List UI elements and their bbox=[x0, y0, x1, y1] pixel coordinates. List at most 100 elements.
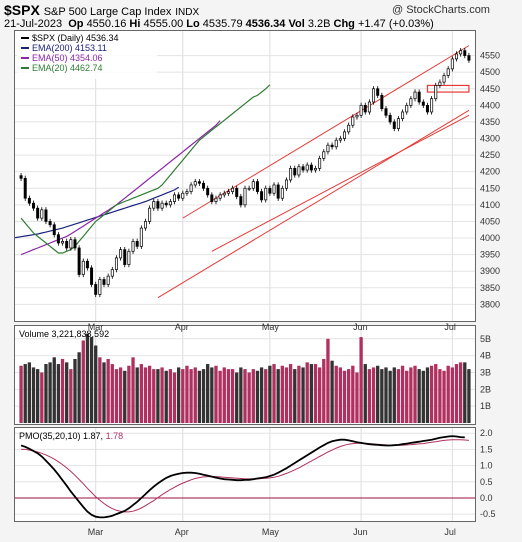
volume-bar bbox=[467, 369, 471, 423]
volume-bar bbox=[102, 362, 106, 423]
candle-body bbox=[251, 181, 255, 189]
vol-value: 3.2B bbox=[307, 18, 331, 30]
volume-bar bbox=[123, 370, 127, 423]
volume-bar bbox=[193, 367, 197, 423]
x-tick-label: Apr bbox=[175, 527, 189, 537]
volume-bar bbox=[268, 365, 272, 423]
pmo-y-tick: 0.5 bbox=[480, 477, 493, 487]
candle-body bbox=[467, 55, 471, 61]
volume-bar bbox=[73, 359, 77, 423]
price-y-tick: 4300 bbox=[480, 134, 500, 144]
volume-bar bbox=[313, 364, 318, 423]
open-value: 4550.16 bbox=[86, 18, 127, 30]
volume-bar bbox=[371, 367, 376, 423]
volume-bar bbox=[94, 345, 98, 423]
candle-body bbox=[94, 284, 98, 295]
candle-body bbox=[359, 104, 363, 116]
candle-body bbox=[131, 240, 135, 252]
candle-body bbox=[48, 221, 52, 226]
candle-body bbox=[305, 164, 309, 171]
volume-bar bbox=[288, 364, 293, 423]
volume-bar bbox=[442, 370, 446, 423]
price-y-tick: 4400 bbox=[480, 100, 500, 110]
candle-body bbox=[268, 187, 272, 194]
candle-body bbox=[434, 85, 438, 100]
candle-body bbox=[202, 182, 206, 189]
candle-body bbox=[164, 202, 168, 206]
candle-body bbox=[81, 260, 85, 275]
volume-bar bbox=[309, 364, 314, 423]
volume-y-tick: 1B bbox=[480, 401, 491, 411]
volume-y-tick: 3B bbox=[480, 367, 491, 377]
legend-label: EMA(20) 4462.74 bbox=[32, 63, 103, 73]
volume-bar bbox=[206, 364, 210, 423]
ema20-line bbox=[20, 84, 271, 254]
volume-title: Volume 3,221,838,592 bbox=[19, 329, 109, 339]
candle-body bbox=[23, 177, 27, 199]
volume-bar bbox=[322, 359, 326, 423]
candle-body bbox=[367, 101, 371, 113]
volume-bar bbox=[272, 364, 276, 423]
volume-bar bbox=[355, 372, 359, 423]
volume-bar bbox=[305, 362, 309, 423]
volume-bar bbox=[48, 362, 52, 423]
candle-body bbox=[148, 207, 152, 222]
volume-bar bbox=[131, 357, 135, 423]
candle-body bbox=[450, 58, 454, 70]
volume-bar bbox=[160, 367, 164, 423]
candle-body bbox=[52, 224, 56, 236]
volume-bar bbox=[384, 367, 388, 423]
volume-bar bbox=[127, 365, 131, 423]
candle-body bbox=[110, 269, 114, 277]
candle-body bbox=[114, 257, 118, 270]
volume-bar bbox=[197, 370, 202, 423]
candle-body bbox=[106, 275, 110, 285]
volume-bar bbox=[60, 359, 65, 423]
volume-bar bbox=[255, 370, 260, 423]
volume-bar bbox=[106, 359, 110, 423]
volume-bar bbox=[284, 367, 289, 423]
volume-bar bbox=[189, 369, 193, 423]
volume-bar bbox=[176, 367, 181, 423]
exchange: INDX bbox=[175, 7, 200, 18]
volume-bar bbox=[222, 367, 226, 423]
candle-body bbox=[392, 121, 396, 129]
candle-body bbox=[139, 227, 143, 247]
close-value: 4536.34 bbox=[245, 18, 286, 30]
candle-body bbox=[102, 279, 106, 285]
candle-body bbox=[135, 240, 139, 247]
pmo-title: PMO(35,20,10) 1.87, 1.78 bbox=[19, 431, 123, 441]
candle-body bbox=[193, 181, 197, 186]
quote-line: 21-Jul-2023 Op 4550.16 Hi 4555.00 Lo 453… bbox=[4, 18, 434, 30]
pmo-y-tick: 1.5 bbox=[480, 444, 493, 454]
candle-body bbox=[123, 249, 127, 265]
high-label: Hi bbox=[129, 18, 141, 30]
ema200-line bbox=[15, 186, 180, 239]
volume-bar bbox=[359, 337, 363, 423]
candle-body bbox=[218, 194, 222, 199]
price-y-tick: 3800 bbox=[480, 299, 500, 309]
candle-body bbox=[272, 184, 276, 194]
volume-bar bbox=[251, 369, 255, 423]
candle-body bbox=[276, 184, 280, 199]
pmo-y-tick: -0.5 bbox=[480, 509, 496, 519]
price-y-tick: 4250 bbox=[480, 150, 500, 160]
candle-body bbox=[32, 202, 36, 209]
legend-box bbox=[17, 33, 157, 79]
volume-bar bbox=[110, 364, 114, 423]
price-y-tick: 4150 bbox=[480, 183, 500, 193]
volume-bar bbox=[152, 369, 156, 423]
candle-body bbox=[160, 202, 164, 209]
candle-body bbox=[425, 104, 429, 113]
candle-body bbox=[318, 158, 322, 169]
volume-bar bbox=[172, 372, 177, 423]
volume-bar bbox=[392, 367, 396, 423]
candle-body bbox=[430, 98, 434, 113]
volume-bar bbox=[259, 367, 264, 423]
volume-bar bbox=[143, 367, 148, 423]
candle-body bbox=[119, 249, 123, 259]
candle-body bbox=[264, 187, 268, 201]
candle-body bbox=[343, 131, 347, 139]
volume-bar bbox=[235, 372, 239, 423]
candle-body bbox=[85, 260, 89, 269]
